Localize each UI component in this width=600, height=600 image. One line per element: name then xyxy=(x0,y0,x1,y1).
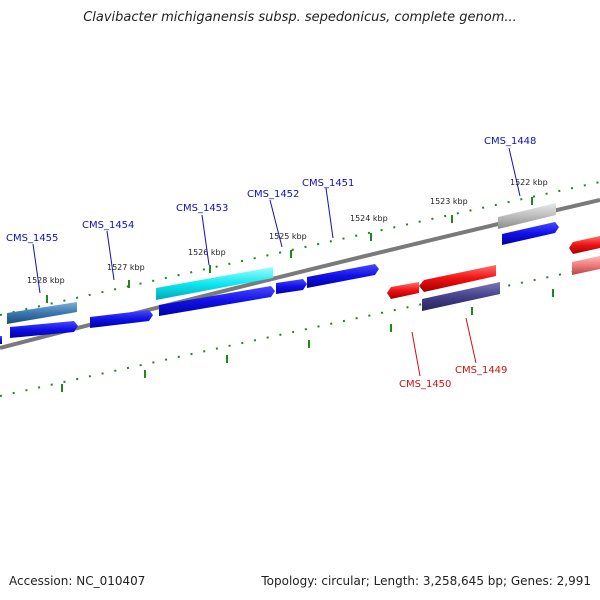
tick-label: 1528 kbp xyxy=(27,276,65,285)
gene-label[interactable]: CMS_1451 xyxy=(302,178,354,189)
gene-feature[interactable] xyxy=(572,256,600,275)
tick-label: 1525 kbp xyxy=(269,232,307,241)
tick-ring-outer xyxy=(0,181,600,316)
gene-feature[interactable] xyxy=(387,282,419,299)
gene-feature[interactable] xyxy=(0,336,2,344)
gene-feature[interactable] xyxy=(159,286,275,316)
gene-feature[interactable] xyxy=(90,310,153,328)
tick-label: 1527 kbp xyxy=(107,263,145,272)
gene-feature[interactable] xyxy=(422,282,500,311)
tick-label: 1522 kbp xyxy=(510,178,548,187)
tick-label: 1523 kbp xyxy=(430,197,468,206)
gene-label[interactable]: CMS_1449 xyxy=(455,365,507,376)
major-ticks xyxy=(46,197,554,392)
gene-label[interactable]: CMS_1450 xyxy=(399,379,451,390)
gene-feature[interactable] xyxy=(7,302,77,324)
map-title: Clavibacter michiganensis subsp. sepedon… xyxy=(83,10,517,25)
accession-text: Accession: NC_010407 xyxy=(9,574,146,588)
gene-feature[interactable] xyxy=(569,236,600,254)
gene-label[interactable]: CMS_1454 xyxy=(82,220,134,231)
genome-summary-text: Topology: circular; Length: 3,258,645 bp… xyxy=(261,574,591,588)
gene-feature[interactable] xyxy=(10,321,78,338)
label-leaders xyxy=(32,147,521,377)
gene-feature[interactable] xyxy=(307,264,379,288)
tick-label: 1524 kbp xyxy=(350,214,388,223)
gene-feature[interactable] xyxy=(419,265,496,292)
gene-feature[interactable] xyxy=(498,203,556,229)
gene-label[interactable]: CMS_1452 xyxy=(247,189,299,200)
gene-label[interactable]: CMS_1455 xyxy=(6,233,58,244)
gene-feature[interactable] xyxy=(156,267,273,300)
gene-label[interactable]: CMS_1448 xyxy=(484,136,536,147)
gene-label[interactable]: CMS_1453 xyxy=(176,203,228,214)
gene-feature[interactable] xyxy=(502,222,559,245)
gene-feature[interactable] xyxy=(276,279,307,294)
